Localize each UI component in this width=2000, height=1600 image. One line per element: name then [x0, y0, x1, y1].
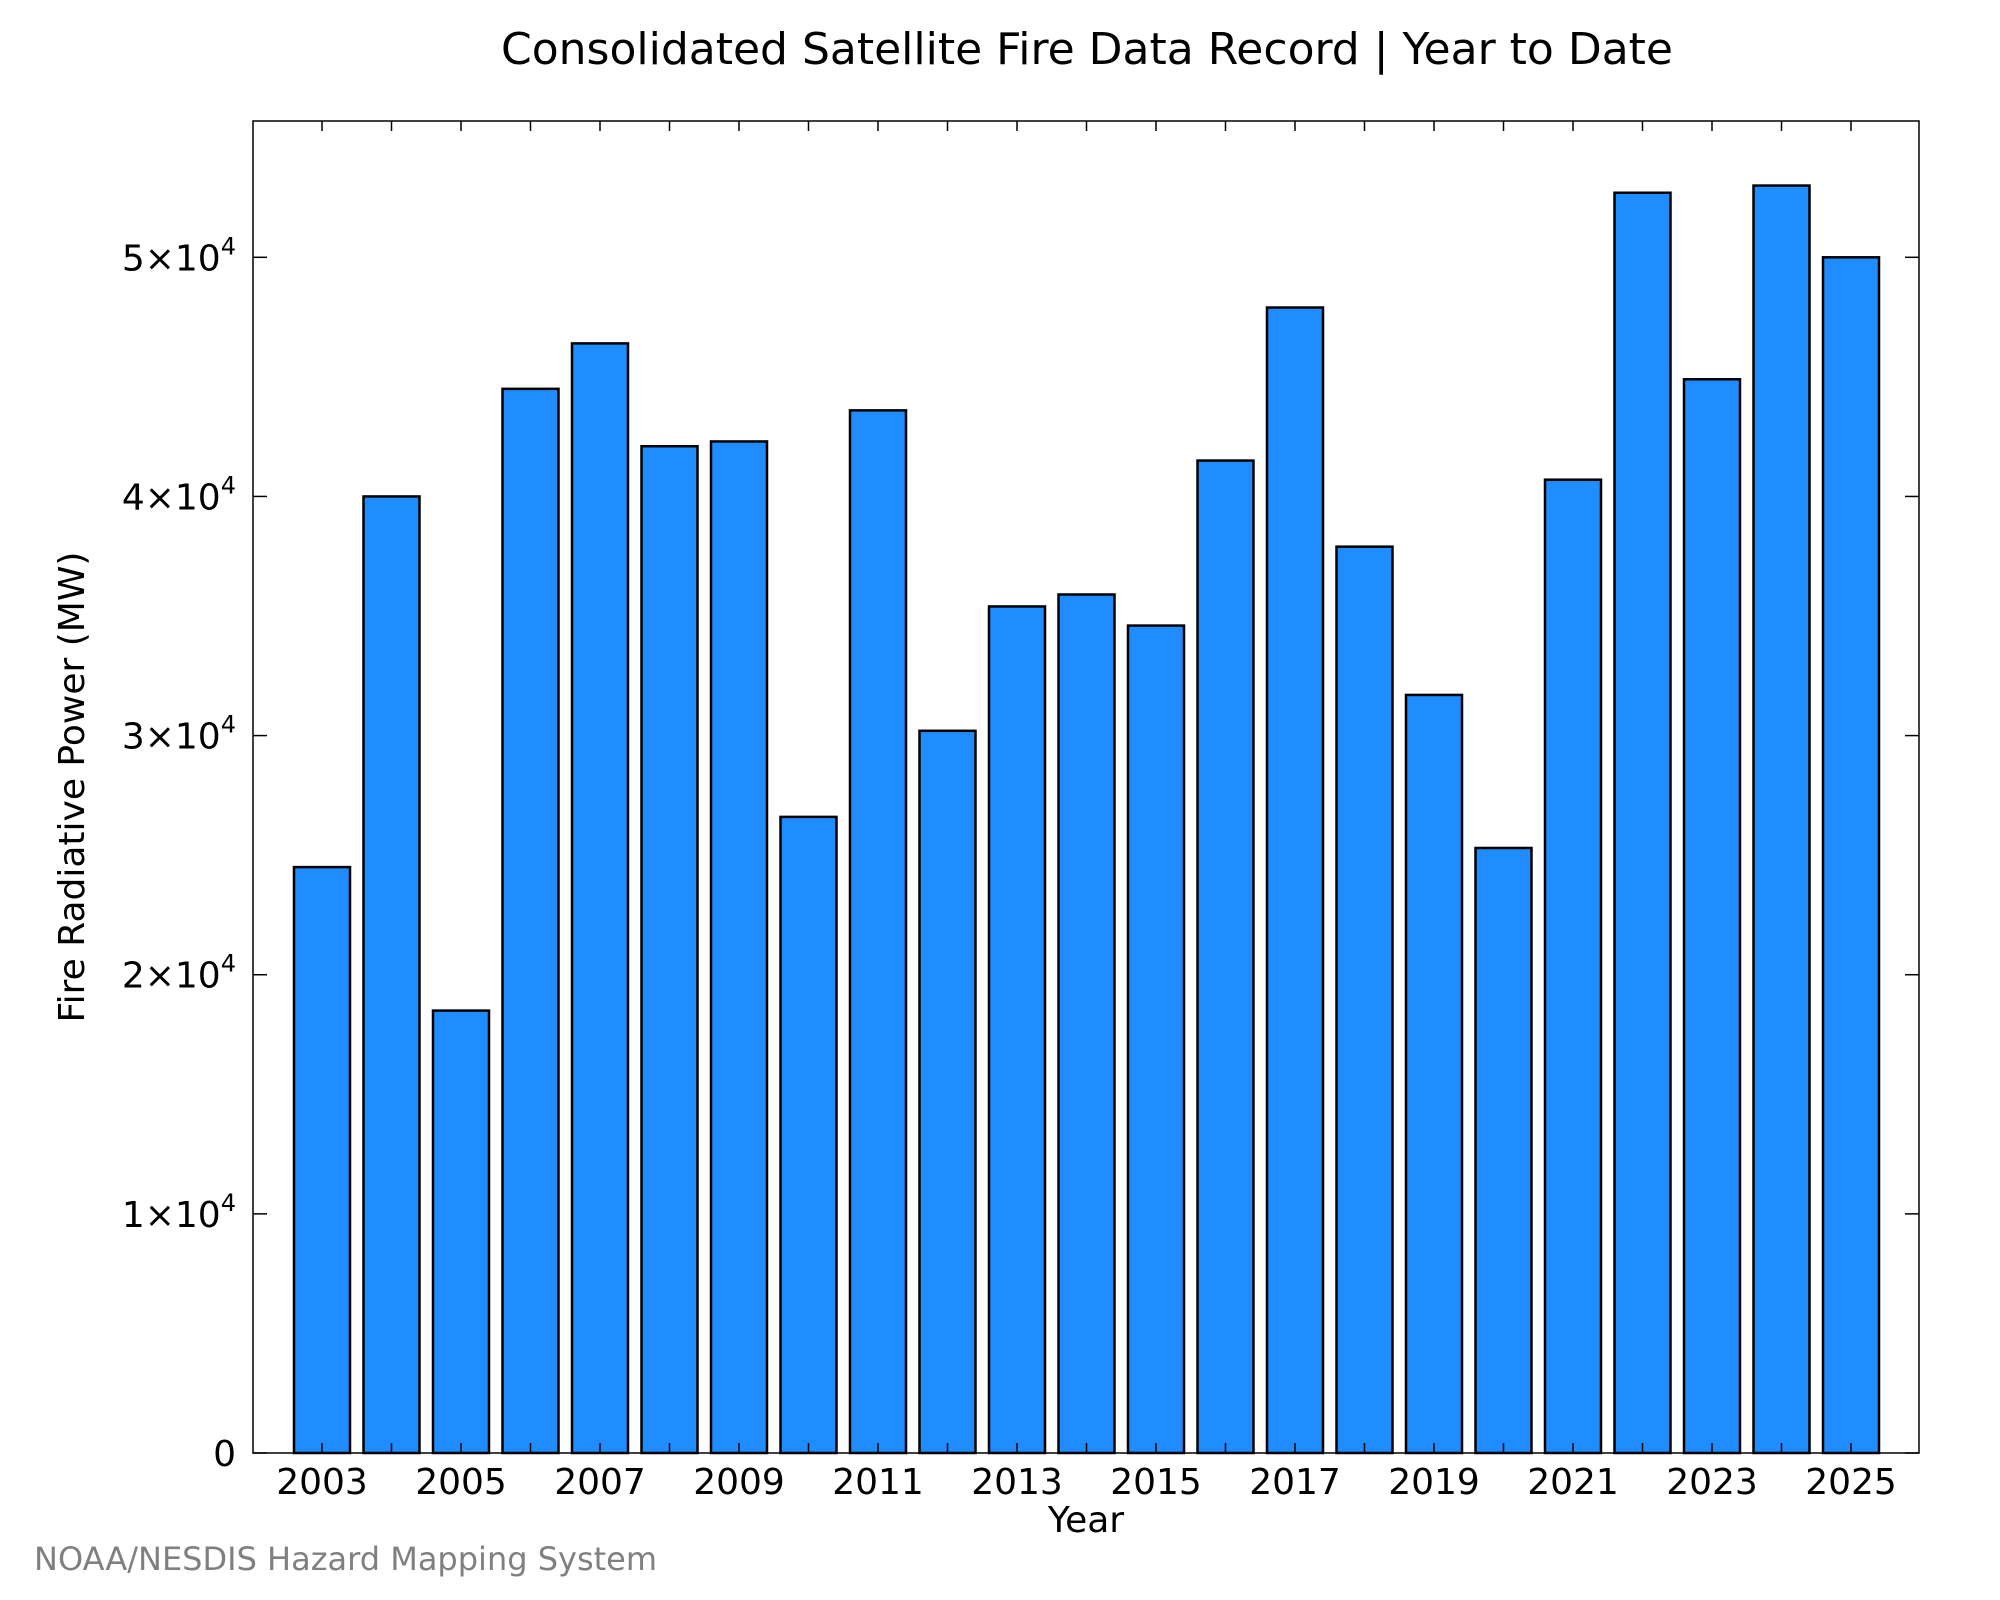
y-axis-label: Fire Radiative Power (MW): [52, 552, 93, 1023]
bar-2020: [1474, 846, 1533, 1455]
x-tick-label-2011: 2011: [832, 1462, 924, 1503]
bar-2008: [640, 444, 699, 1455]
x-tick-label-2021: 2021: [1527, 1462, 1619, 1503]
y-tick-label-0: 0: [213, 1434, 236, 1475]
bar-2025: [1821, 256, 1881, 1455]
source-credit: NOAA/NESDIS Hazard Mapping System: [34, 1540, 658, 1578]
y-tick-label-50000: 5×104: [122, 232, 236, 279]
x-tick-label-2003: 2003: [276, 1462, 368, 1503]
bar-2014: [1057, 593, 1116, 1455]
bar-2017: [1265, 306, 1325, 1455]
bar-2010: [779, 815, 838, 1455]
bars-group: [292, 184, 1881, 1455]
x-tick-label-2015: 2015: [1110, 1462, 1202, 1503]
bar-2005: [431, 1009, 491, 1455]
bar-2024: [1752, 184, 1811, 1455]
bar-2013: [987, 605, 1047, 1455]
x-tick-label-2017: 2017: [1249, 1462, 1341, 1503]
x-tick-label-2025: 2025: [1805, 1462, 1897, 1503]
chart-title: Consolidated Satellite Fire Data Record …: [501, 24, 1673, 75]
x-tick-label-2009: 2009: [693, 1462, 785, 1503]
bar-2009: [709, 440, 769, 1455]
x-tick-label-2023: 2023: [1666, 1462, 1758, 1503]
x-tick-label-2007: 2007: [554, 1462, 646, 1503]
x-tick-labels: 2003 2005 2007 2009 2011 2013 2015 2017 2019 2021…: [276, 1462, 1897, 1503]
bar-2006: [501, 387, 560, 1455]
bar-2023: [1682, 378, 1742, 1455]
bar-2004: [362, 495, 421, 1455]
y-tick-label-40000: 4×104: [122, 471, 236, 518]
bar-2019: [1404, 693, 1464, 1455]
x-tick-label-2019: 2019: [1388, 1462, 1480, 1503]
bar-2016: [1196, 459, 1255, 1455]
x-axis-label: Year: [1047, 1500, 1124, 1541]
bar-2022: [1613, 191, 1672, 1455]
bar-2012: [918, 729, 977, 1455]
x-tick-label-2005: 2005: [415, 1462, 507, 1503]
y-tick-label-30000: 3×104: [122, 711, 236, 758]
y-tick-label-10000: 1×104: [122, 1189, 236, 1236]
bar-2018: [1335, 545, 1394, 1455]
bar-2007: [570, 342, 630, 1455]
y-tick-label-20000: 2×104: [122, 950, 236, 997]
x-tick-label-2013: 2013: [971, 1462, 1063, 1503]
bar-2003: [292, 865, 352, 1455]
bar-2015: [1126, 624, 1186, 1455]
y-tick-labels: 0 1×104 2×104 3×104 4×104 5×104: [122, 232, 236, 1475]
ticks-group: [253, 121, 1919, 1454]
bar-2011: [848, 409, 908, 1455]
bar-2021: [1543, 478, 1603, 1455]
